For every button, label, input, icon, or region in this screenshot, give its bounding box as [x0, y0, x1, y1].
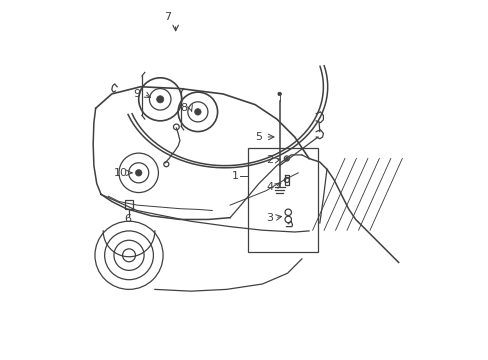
- Text: 7: 7: [163, 12, 171, 22]
- Circle shape: [194, 109, 201, 115]
- Text: 4: 4: [265, 182, 273, 192]
- Text: 2: 2: [265, 155, 273, 165]
- Circle shape: [135, 170, 142, 176]
- Bar: [247, 148, 317, 252]
- Text: 5: 5: [255, 132, 262, 142]
- Text: 8: 8: [180, 103, 187, 113]
- Text: 3: 3: [265, 213, 272, 222]
- Text: 1: 1: [232, 171, 239, 181]
- Circle shape: [156, 96, 163, 103]
- Text: 6: 6: [124, 215, 131, 224]
- Bar: [125, 201, 133, 210]
- Text: 10: 10: [114, 168, 127, 178]
- Circle shape: [285, 157, 287, 159]
- Text: 9: 9: [133, 89, 140, 99]
- Circle shape: [277, 92, 281, 96]
